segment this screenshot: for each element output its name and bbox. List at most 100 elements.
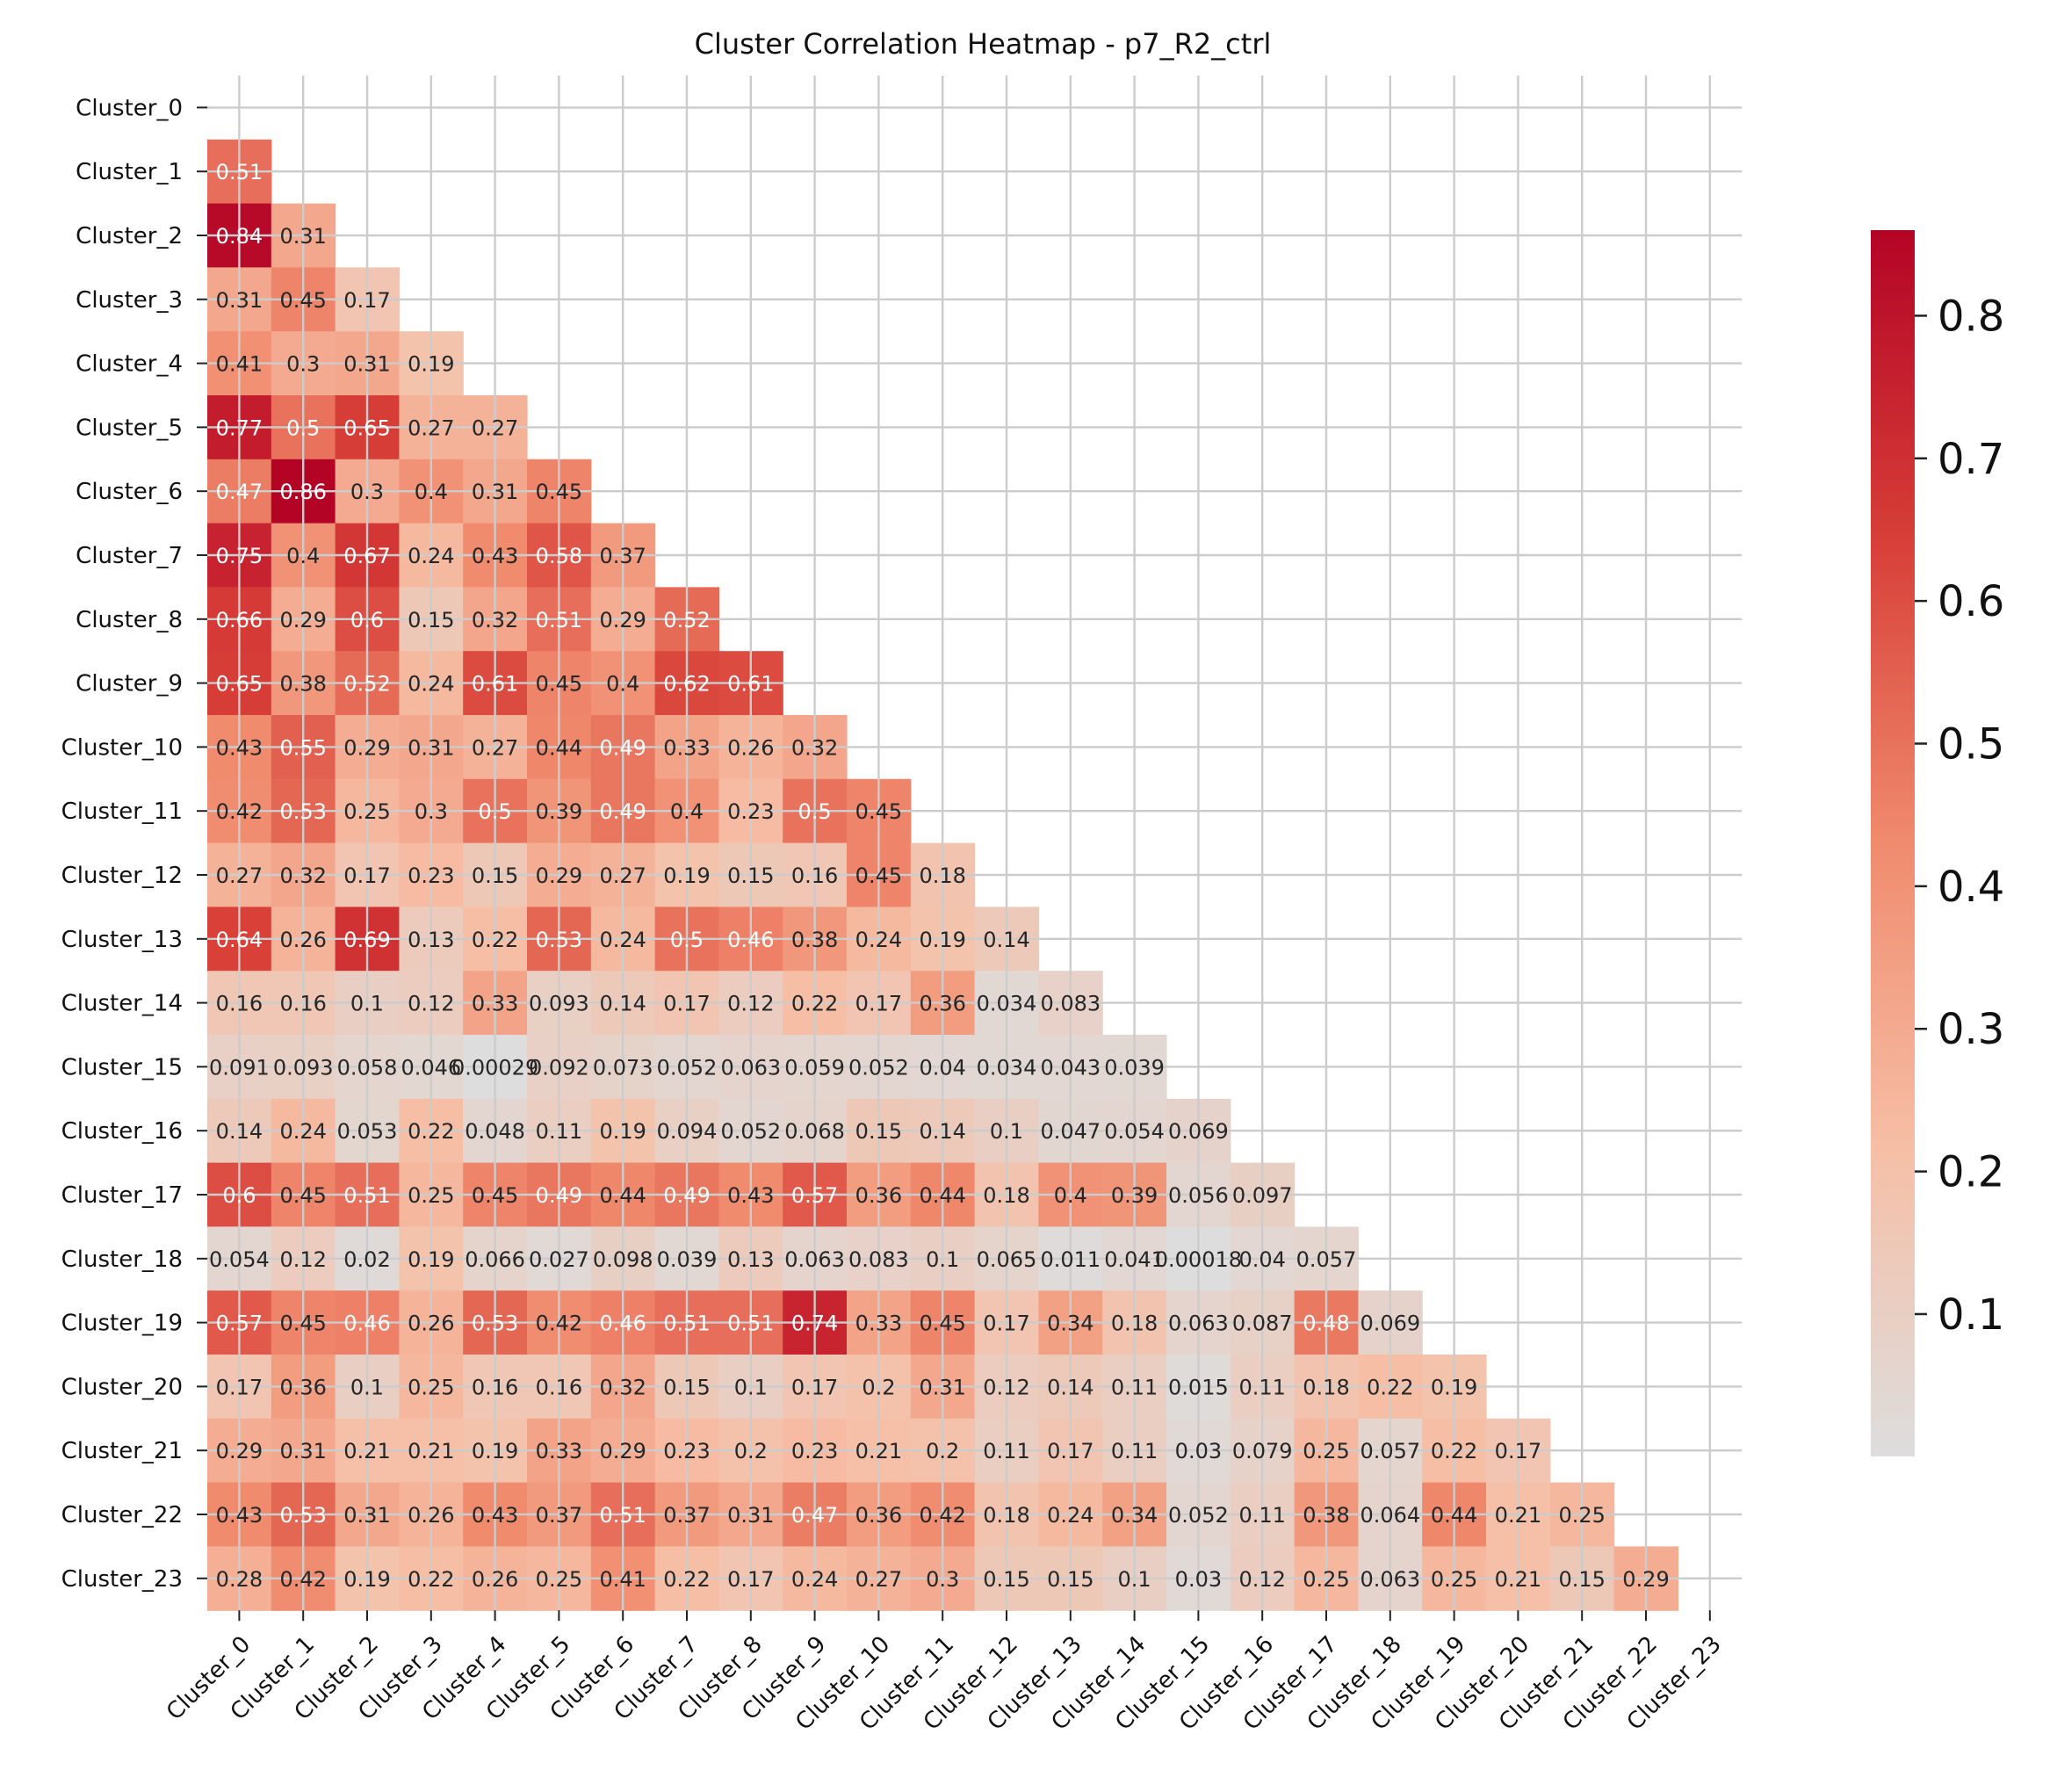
cell-value-label: 0.37 — [599, 544, 646, 568]
cell-value-label: 0.098 — [593, 1247, 653, 1272]
cell-value-label: 0.19 — [1431, 1375, 1477, 1399]
cell-value-label: 0.04 — [919, 1055, 965, 1080]
cell-value-label: 0.42 — [536, 1311, 582, 1336]
cell-value-label: 0.094 — [657, 1119, 718, 1144]
y-axis: Cluster_0 Cluster_1 Cluster_2 Cluster_3 Clus… — [61, 95, 207, 1593]
cell-value-label: 0.21 — [408, 1439, 454, 1463]
cell-value-label: 0.1 — [350, 992, 384, 1016]
cell-value-label: 0.84 — [216, 224, 263, 249]
cell-value-label: 0.21 — [1495, 1503, 1541, 1528]
cell-value-label: 0.27 — [472, 415, 518, 440]
cell-value-label: 0.53 — [536, 928, 582, 952]
cell-value-label: 0.052 — [720, 1119, 781, 1144]
cell-value-label: 0.1 — [734, 1375, 768, 1399]
cell-value-label: 0.33 — [855, 1311, 902, 1336]
cell-value-label: 0.19 — [599, 1119, 646, 1144]
cell-value-label: 0.047 — [1040, 1119, 1101, 1144]
cell-value-label: 0.11 — [1238, 1503, 1285, 1528]
y-tick-label: Cluster_4 — [76, 351, 183, 378]
y-tick-label: Cluster_11 — [61, 798, 183, 825]
cell-value-label: 0.24 — [791, 1567, 838, 1592]
colorbar-tick-label: 0.6 — [1938, 577, 2004, 626]
cell-value-label: 0.079 — [1232, 1439, 1293, 1463]
cell-value-label: 0.083 — [1040, 992, 1101, 1016]
cell-value-label: 0.24 — [1047, 1503, 1093, 1528]
cell-value-label: 0.26 — [408, 1503, 454, 1528]
cell-value-label: 0.24 — [599, 928, 646, 952]
cell-value-label: 0.61 — [727, 672, 774, 697]
y-tick-label: Cluster_7 — [76, 543, 183, 569]
cell-value-label: 0.15 — [727, 863, 774, 888]
y-tick-label: Cluster_18 — [61, 1246, 183, 1273]
cell-value-label: 0.43 — [727, 1183, 774, 1208]
cell-value-label: 0.86 — [279, 480, 326, 504]
cell-value-label: 0.34 — [1111, 1503, 1158, 1528]
cell-value-label: 0.16 — [216, 992, 263, 1016]
y-tick-label: Cluster_10 — [61, 734, 183, 761]
cell-value-label: 0.039 — [657, 1247, 718, 1272]
cell-value-label: 0.26 — [472, 1567, 518, 1592]
cell-value-label: 0.55 — [279, 735, 326, 760]
cell-value-label: 0.18 — [983, 1503, 1029, 1528]
cell-value-label: 0.15 — [472, 863, 518, 888]
colorbar-tick-label: 0.4 — [1938, 863, 2004, 912]
cell-value-label: 0.046 — [401, 1055, 461, 1080]
cell-value-label: 0.11 — [1111, 1375, 1158, 1399]
cell-value-label: 0.53 — [279, 799, 326, 824]
cell-value-label: 0.16 — [279, 992, 326, 1016]
cell-value-label: 0.17 — [791, 1375, 838, 1399]
cell-value-label: 0.36 — [919, 992, 965, 1016]
cell-value-label: 0.5 — [286, 415, 320, 440]
cell-value-label: 0.45 — [279, 1183, 326, 1208]
cell-value-label: 0.092 — [529, 1055, 589, 1080]
cell-value-label: 0.17 — [343, 863, 390, 888]
cell-value-label: 0.11 — [1238, 1375, 1285, 1399]
cell-value-label: 0.1 — [926, 1247, 959, 1272]
colorbar-tick-label: 0.2 — [1938, 1148, 2004, 1197]
cell-value-label: 0.083 — [848, 1247, 909, 1272]
cell-value-label: 0.51 — [599, 1503, 646, 1528]
cell-value-label: 0.19 — [408, 1247, 454, 1272]
y-tick-label: Cluster_20 — [61, 1374, 183, 1400]
cell-value-label: 0.29 — [1622, 1567, 1669, 1592]
cell-value-label: 0.14 — [599, 992, 646, 1016]
cell-value-label: 0.26 — [279, 928, 326, 952]
cell-value-label: 0.15 — [1558, 1567, 1605, 1592]
cell-value-label: 0.45 — [536, 672, 582, 697]
cell-value-label: 0.066 — [465, 1247, 525, 1272]
cell-value-label: 0.14 — [983, 928, 1029, 952]
cell-value-label: 0.5 — [479, 799, 512, 824]
cell-value-label: 0.17 — [855, 992, 902, 1016]
cell-value-label: 0.17 — [1047, 1439, 1093, 1463]
cell-value-label: 0.36 — [855, 1503, 902, 1528]
cell-value-label: 0.36 — [279, 1375, 326, 1399]
cell-value-label: 0.23 — [727, 799, 774, 824]
cell-value-label: 0.38 — [791, 928, 838, 952]
cell-value-label: 0.14 — [1047, 1375, 1093, 1399]
cell-value-label: 0.49 — [536, 1183, 582, 1208]
cell-value-label: 0.31 — [279, 1439, 326, 1463]
cell-value-label: 0.041 — [1104, 1247, 1165, 1272]
cell-value-label: 0.12 — [408, 992, 454, 1016]
cell-value-label: 0.51 — [536, 608, 582, 632]
cell-value-label: 0.6 — [350, 608, 384, 632]
cell-value-label: 0.3 — [350, 480, 384, 504]
y-tick-label: Cluster_2 — [76, 223, 183, 249]
cell-value-label: 0.053 — [337, 1119, 398, 1144]
y-tick-label: Cluster_23 — [61, 1566, 183, 1593]
cell-value-label: 0.25 — [408, 1375, 454, 1399]
cell-value-label: 0.057 — [1296, 1247, 1357, 1272]
colorbar-tick-label: 0.3 — [1938, 1005, 2004, 1054]
cell-value-label: 0.53 — [472, 1311, 518, 1336]
cell-value-label: 0.16 — [536, 1375, 582, 1399]
cell-value-label: 0.087 — [1232, 1311, 1293, 1336]
cell-value-label: 0.57 — [791, 1183, 838, 1208]
y-tick-label: Cluster_13 — [61, 927, 183, 953]
cell-value-label: 0.052 — [657, 1055, 718, 1080]
cell-value-label: 0.24 — [408, 544, 454, 568]
cell-value-label: 0.18 — [919, 863, 965, 888]
cell-value-label: 0.23 — [663, 1439, 710, 1463]
cell-value-label: 0.41 — [599, 1567, 646, 1592]
cell-value-label: 0.57 — [216, 1311, 263, 1336]
